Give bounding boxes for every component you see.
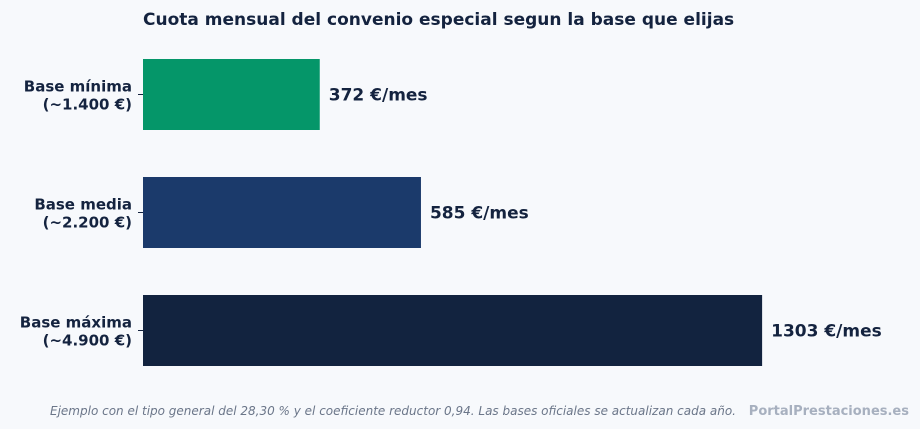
bar-0 (143, 59, 320, 130)
bars-group: Base mínima(~1.400 €) 372 €/mes Base media… (20, 59, 882, 366)
value-label-0: 372 €/mes (329, 86, 428, 106)
category-label-1-line-1: (~2.200 €) (43, 214, 132, 232)
brand-watermark: PortalPrestaciones.es (749, 404, 909, 419)
category-label-2-line-1: (~4.900 €) (43, 332, 132, 350)
category-label-0-line-1: (~1.400 €) (43, 96, 132, 114)
category-label-0-line-0: Base mínima (24, 78, 132, 96)
value-label-2: 1303 €/mes (771, 322, 882, 342)
chart-title: Cuota mensual del convenio especial segu… (143, 10, 734, 30)
value-label-1: 585 €/mes (430, 204, 529, 224)
category-label-1-line-0: Base media (34, 196, 132, 214)
bar-1 (143, 177, 421, 248)
footnote: Ejemplo con el tipo general del 28,30 % … (50, 404, 736, 418)
category-label-2-line-0: Base máxima (20, 314, 132, 332)
bar-2 (143, 295, 763, 366)
